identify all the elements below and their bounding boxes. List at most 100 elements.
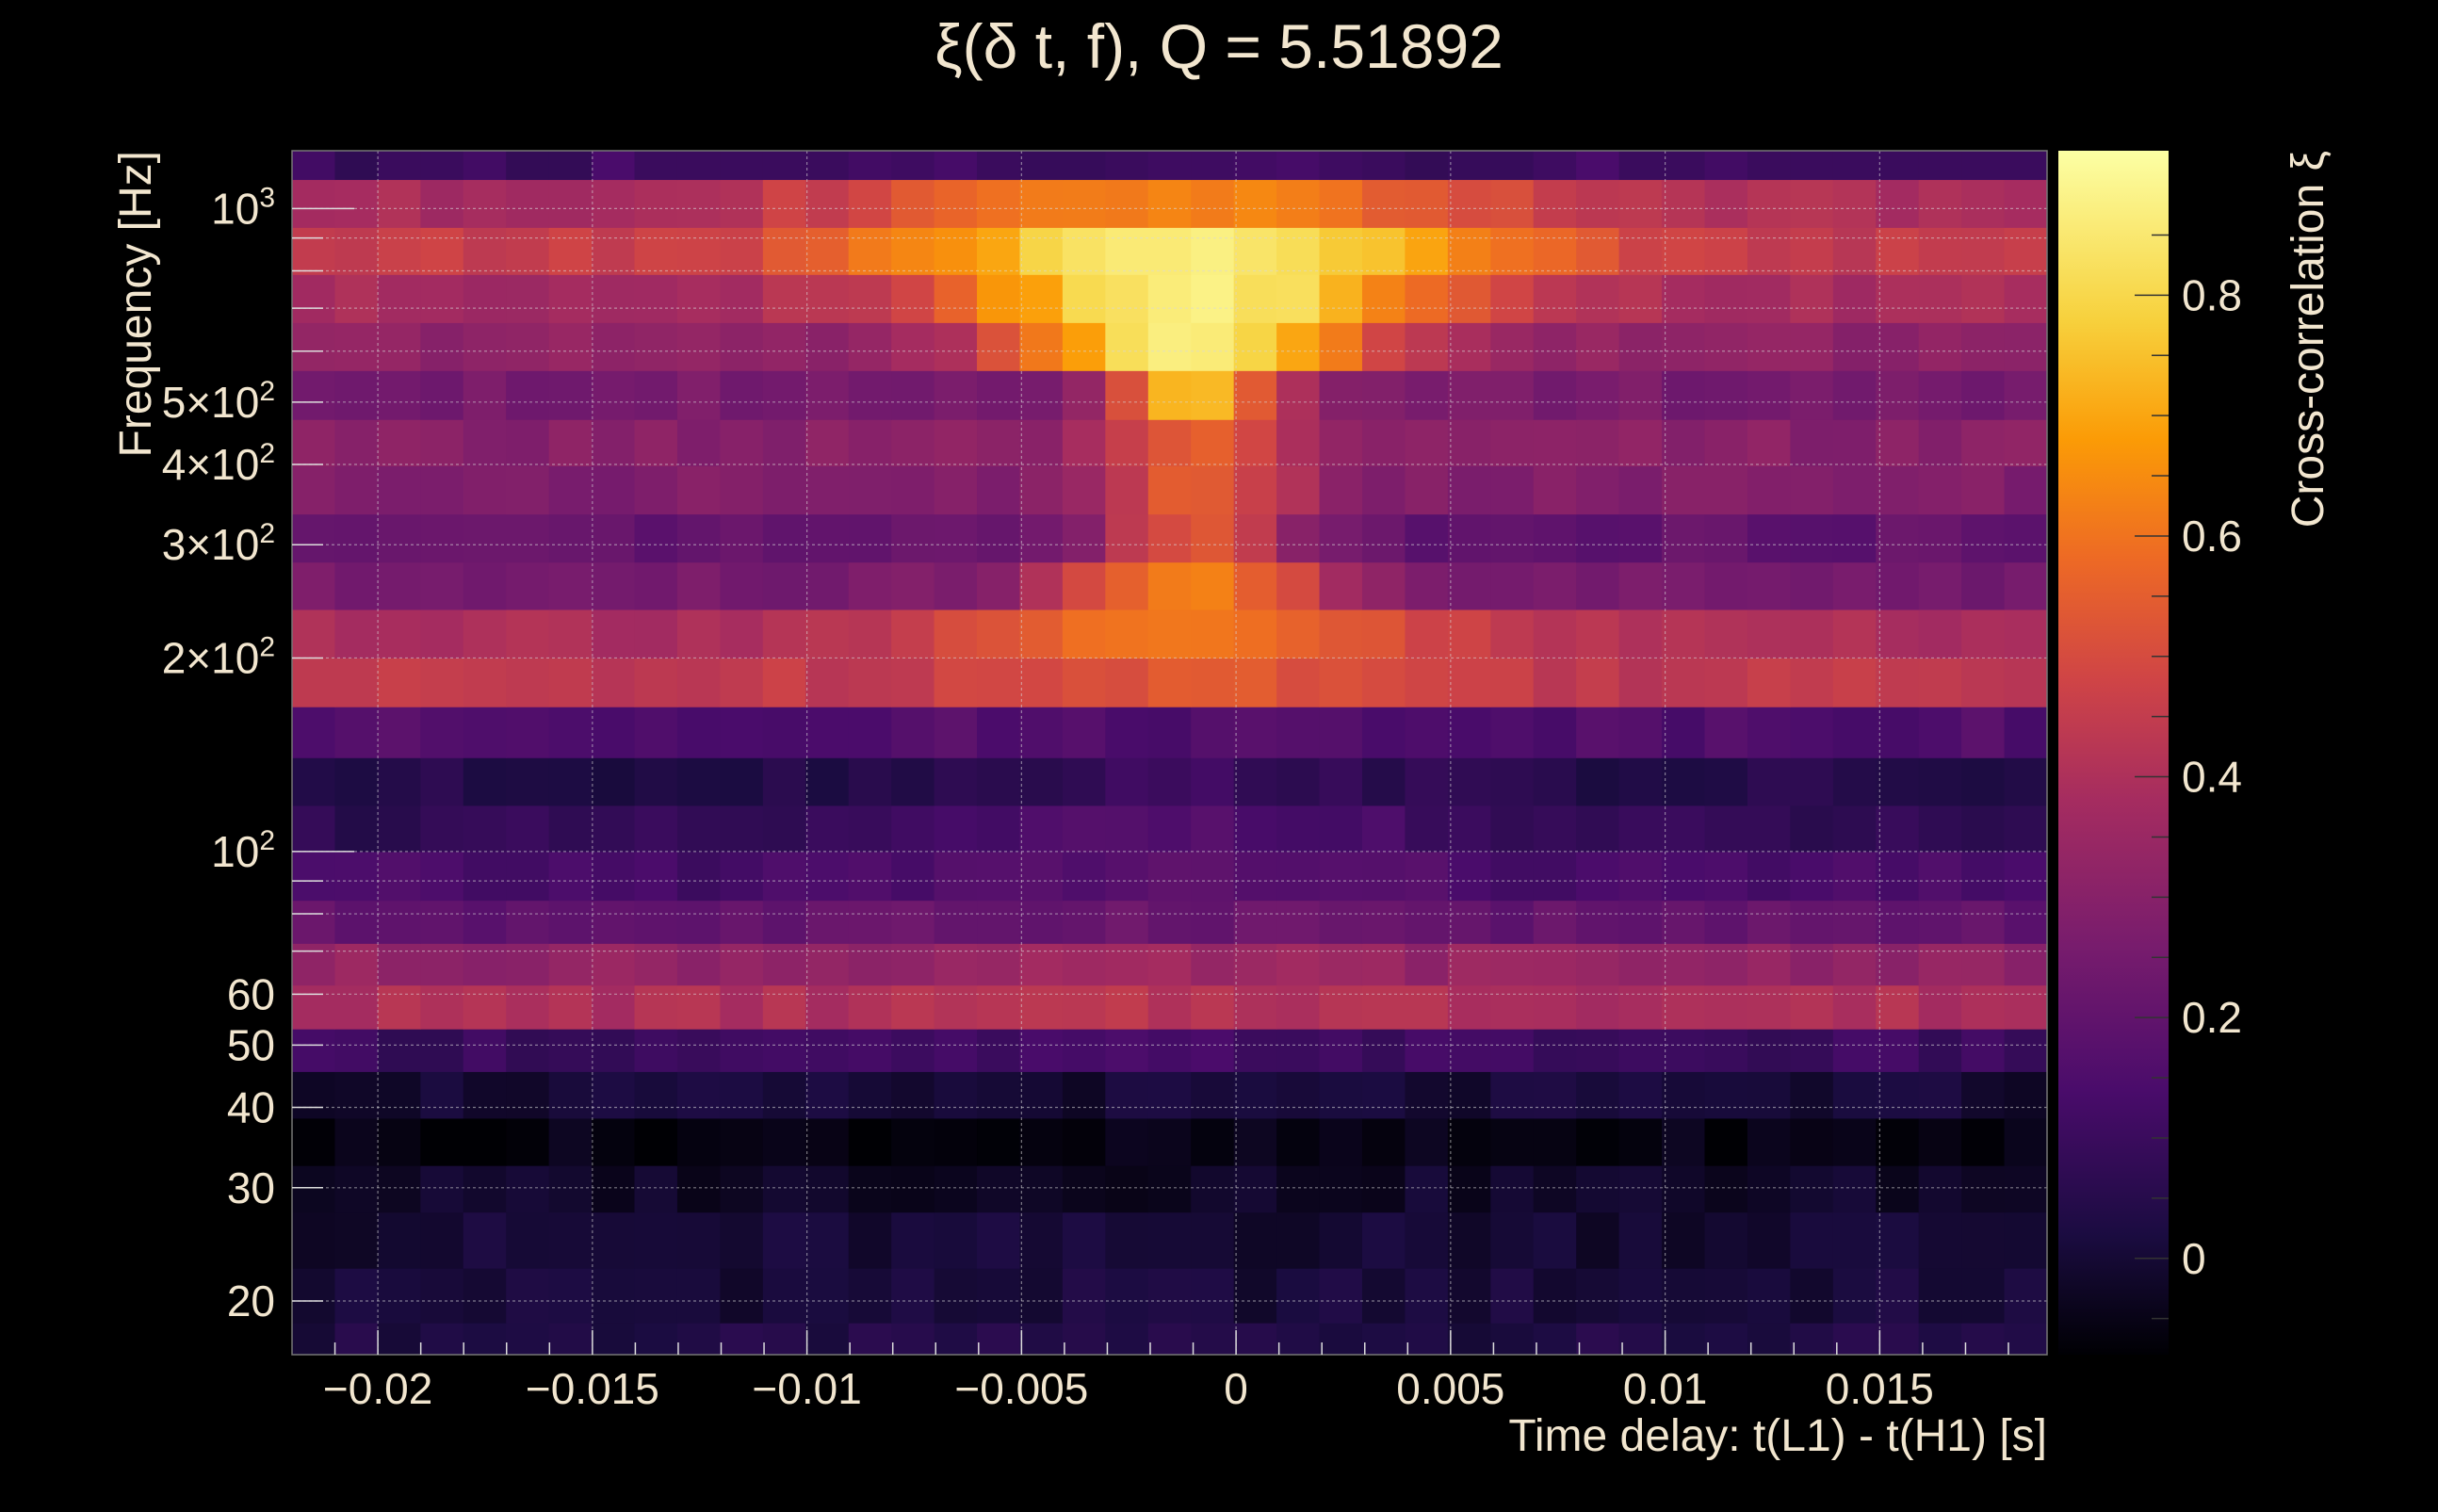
heatmap-cell: [1961, 179, 2006, 228]
heatmap-cell: [1062, 465, 1106, 515]
heatmap-cell: [934, 805, 978, 853]
heatmap-cell: [891, 1165, 935, 1213]
heatmap-cell: [1662, 805, 1706, 853]
heatmap-cell: [1319, 805, 1363, 853]
heatmap-cell: [762, 757, 806, 806]
heatmap-cell: [1019, 179, 1064, 228]
heatmap-cell: [1747, 707, 1791, 758]
heatmap-cell: [1233, 658, 1277, 707]
heatmap-cell: [463, 658, 507, 707]
heatmap-cell: [1832, 851, 1877, 902]
heatmap-cell: [1062, 609, 1106, 659]
heatmap-cell: [1490, 513, 1535, 563]
heatmap-cell: [2004, 984, 2047, 1030]
heatmap-cell: [1361, 561, 1406, 610]
heatmap-cell: [1276, 707, 1321, 758]
y-tick-label: 40: [227, 1083, 275, 1132]
heatmap-cell: [634, 370, 678, 420]
heatmap-cell: [634, 465, 678, 515]
heatmap-cell: [1662, 1029, 1706, 1072]
heatmap-cell: [1191, 943, 1235, 986]
heatmap-cell: [377, 465, 421, 515]
heatmap-cell: [292, 1117, 336, 1166]
heatmap-cell: [1405, 707, 1449, 758]
heatmap-cell: [805, 227, 850, 275]
heatmap-cell: [1876, 1268, 1920, 1324]
heatmap-cell: [2004, 707, 2047, 758]
heatmap-cell: [1447, 1029, 1491, 1072]
heatmap-cell: [1105, 1117, 1149, 1166]
x-axis: −0.02 −0.015 −0.01 −0.005 0 0.005 0.01 0.015: [323, 1330, 2009, 1413]
heatmap-cell: [1319, 1268, 1363, 1324]
x-tick-label: 0.015: [1826, 1364, 1934, 1413]
heatmap-cell: [848, 513, 892, 563]
heatmap-cell: [1533, 1323, 1577, 1355]
heatmap-cell: [377, 322, 421, 371]
heatmap-cell: [720, 322, 764, 371]
heatmap-cell: [334, 984, 379, 1030]
heatmap-cell: [1019, 984, 1064, 1030]
heatmap-cell: [1319, 151, 1363, 181]
heatmap-cell: [676, 1268, 721, 1324]
heatmap-cell: [1747, 561, 1791, 610]
heatmap-cell: [1447, 757, 1491, 806]
heatmap-cell: [891, 984, 935, 1030]
heatmap-cell: [1319, 1165, 1363, 1213]
heatmap-cell: [1276, 151, 1321, 181]
heatmap-cell: [1618, 609, 1663, 659]
heatmap-cell: [1918, 757, 1962, 806]
heatmap-cell: [1533, 151, 1577, 181]
heatmap-cell: [463, 900, 507, 944]
heatmap-cell: [1704, 943, 1748, 986]
heatmap-cell: [1447, 1323, 1491, 1355]
heatmap-cell: [1618, 805, 1663, 853]
heatmap-cell: [506, 274, 550, 323]
heatmap-cell: [634, 1211, 678, 1269]
heatmap-cell: [506, 1029, 550, 1072]
heatmap-cell: [848, 227, 892, 275]
heatmap-cell: [1747, 227, 1791, 275]
heatmap-cell: [377, 609, 421, 659]
heatmap-cell: [1191, 419, 1235, 467]
heatmap-cell: [1790, 1268, 1834, 1324]
heatmap-cell: [1876, 465, 1920, 515]
heatmap-cell: [1062, 1117, 1106, 1166]
heatmap-cell: [1233, 1211, 1277, 1269]
heatmap-cell: [891, 322, 935, 371]
heatmap-cell: [762, 513, 806, 563]
heatmap-cell: [463, 465, 507, 515]
heatmap-cell: [506, 322, 550, 371]
heatmap-cell: [720, 419, 764, 467]
heatmap-cell: [548, 1211, 593, 1269]
heatmap-cell: [1918, 274, 1962, 323]
heatmap-cell: [334, 370, 379, 420]
heatmap-cell: [1147, 658, 1192, 707]
heatmap-cell: [1533, 179, 1577, 228]
heatmap-cell: [676, 1323, 721, 1355]
heatmap-cell: [934, 513, 978, 563]
heatmap-cell: [1147, 274, 1192, 323]
heatmap-cell: [720, 1029, 764, 1072]
heatmap-cell: [548, 227, 593, 275]
heatmap-cell: [1191, 465, 1235, 515]
heatmap-cell: [1790, 658, 1834, 707]
heatmap-cell: [420, 322, 464, 371]
heatmap-cell: [1662, 274, 1706, 323]
heatmap-cell: [1361, 370, 1406, 420]
heatmap-cell: [720, 984, 764, 1030]
heatmap-cell: [1233, 274, 1277, 323]
heatmap-cell: [1832, 179, 1877, 228]
heatmap-cell: [1876, 1323, 1920, 1355]
heatmap-cell: [1405, 1029, 1449, 1072]
colorbar: [2058, 151, 2169, 1355]
heatmap-cell: [634, 900, 678, 944]
heatmap-cell: [1062, 322, 1106, 371]
heatmap-cell: [1618, 757, 1663, 806]
heatmap-cell: [1618, 419, 1663, 467]
heatmap-cell: [2004, 943, 2047, 986]
heatmap-cell: [1533, 322, 1577, 371]
heatmap-cell: [548, 984, 593, 1030]
heatmap-cell: [676, 900, 721, 944]
heatmap-cell: [1490, 151, 1535, 181]
